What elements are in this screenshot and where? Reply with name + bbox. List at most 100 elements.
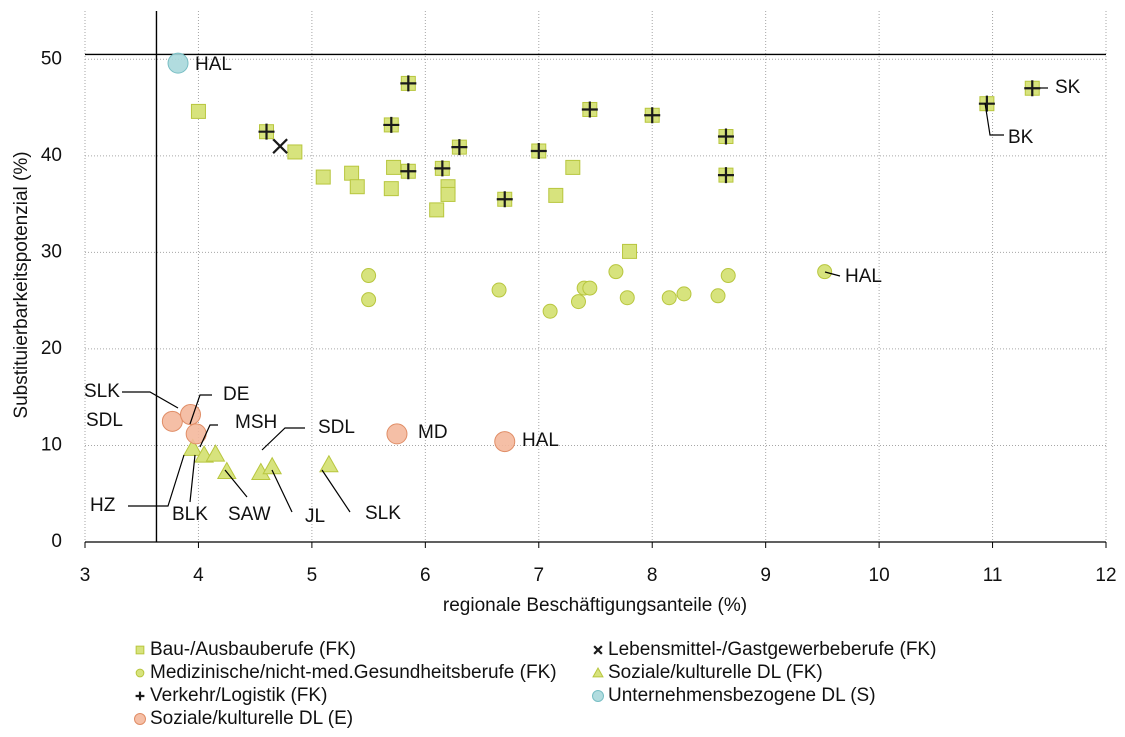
marker-shape	[400, 163, 417, 180]
legend-label: Bau-/Ausbauberufe (FK)	[150, 639, 356, 660]
marker	[717, 128, 734, 145]
marker	[386, 159, 402, 175]
marker	[608, 264, 624, 280]
marker	[319, 454, 339, 473]
marker	[190, 103, 206, 119]
legend-label: Medizinische/nicht-med.Gesundheitsberufe…	[150, 662, 557, 683]
x-tick-label: 10	[869, 565, 890, 586]
marker-shape	[161, 410, 183, 432]
y-tick-label: 0	[51, 531, 62, 552]
marker	[710, 288, 726, 304]
marker	[451, 139, 468, 156]
marker	[161, 410, 183, 432]
marker	[272, 138, 288, 154]
marker	[661, 290, 677, 306]
marker-shape	[386, 159, 402, 175]
marker-shape	[135, 645, 145, 655]
marker	[205, 444, 226, 462]
marker-shape	[530, 142, 547, 159]
annotation: HAL	[522, 430, 559, 451]
marker	[344, 165, 360, 181]
x-tick-label: 4	[193, 565, 204, 586]
marker-shape	[978, 95, 995, 112]
marker-shape	[491, 282, 507, 298]
marker	[491, 282, 507, 298]
marker-shape	[661, 290, 677, 306]
marker-shape	[361, 268, 377, 284]
marker-shape	[494, 431, 516, 453]
marker-shape	[383, 116, 400, 133]
marker-shape	[644, 107, 661, 124]
marker-shape	[361, 292, 377, 308]
marker-shape	[383, 181, 399, 197]
leader-line	[189, 394, 212, 425]
marker-shape	[592, 667, 604, 678]
annotation: SLK	[84, 381, 120, 402]
x-tick-label: 5	[307, 565, 318, 586]
annotation: HAL	[845, 266, 882, 287]
annotation: SDL	[86, 410, 123, 431]
marker	[496, 191, 513, 208]
marker	[676, 286, 692, 302]
marker-shape	[593, 645, 603, 655]
marker	[1024, 80, 1041, 97]
marker-shape	[717, 167, 734, 184]
marker-shape	[582, 280, 598, 296]
marker	[400, 75, 417, 92]
marker	[167, 52, 189, 74]
marker-shape	[676, 286, 692, 302]
marker-shape	[440, 186, 456, 202]
marker	[429, 202, 445, 218]
marker-shape	[135, 691, 145, 701]
marker-shape	[349, 179, 365, 195]
marker-shape	[182, 438, 203, 456]
marker-shape	[608, 264, 624, 280]
marker-shape	[542, 303, 558, 319]
marker	[644, 107, 661, 124]
marker	[134, 713, 146, 725]
marker-shape	[451, 139, 468, 156]
marker	[592, 690, 604, 702]
legend-label: Soziale/kulturelle DL (FK)	[608, 662, 823, 683]
annotation: SDL	[318, 417, 355, 438]
marker	[135, 668, 145, 678]
marker	[494, 431, 516, 453]
marker-shape	[717, 128, 734, 145]
marker-shape	[592, 690, 604, 702]
annotation: BLK	[172, 504, 208, 525]
leader-line	[189, 454, 196, 503]
y-tick-label: 10	[41, 434, 62, 455]
annotation: HZ	[90, 495, 116, 516]
marker-shape	[400, 75, 417, 92]
y-tick-label: 30	[41, 241, 62, 262]
annotation: SAW	[228, 504, 271, 525]
marker	[434, 160, 451, 177]
marker-shape	[287, 144, 303, 160]
annotation: MD	[418, 422, 448, 443]
legend-label: Unternehmensbezogene DL (S)	[608, 685, 876, 706]
y-tick-label: 40	[41, 145, 62, 166]
marker-shape	[344, 165, 360, 181]
marker	[593, 645, 603, 655]
annotation: SLK	[365, 503, 401, 524]
marker-shape	[205, 444, 226, 462]
marker-shape	[496, 191, 513, 208]
marker-shape	[817, 264, 833, 280]
x-tick-label: 11	[983, 565, 1003, 586]
marker-shape	[581, 101, 598, 118]
marker	[581, 101, 598, 118]
marker-shape	[190, 103, 206, 119]
marker	[565, 159, 581, 175]
marker-shape	[429, 202, 445, 218]
marker	[216, 461, 237, 480]
marker	[619, 290, 635, 306]
marker	[592, 667, 604, 678]
marker-shape	[386, 423, 408, 445]
marker-shape	[216, 461, 237, 480]
marker	[262, 456, 283, 475]
x-tick-label: 12	[1095, 565, 1116, 586]
marker	[978, 95, 995, 112]
marker-shape	[434, 160, 451, 177]
marker-shape	[565, 159, 581, 175]
